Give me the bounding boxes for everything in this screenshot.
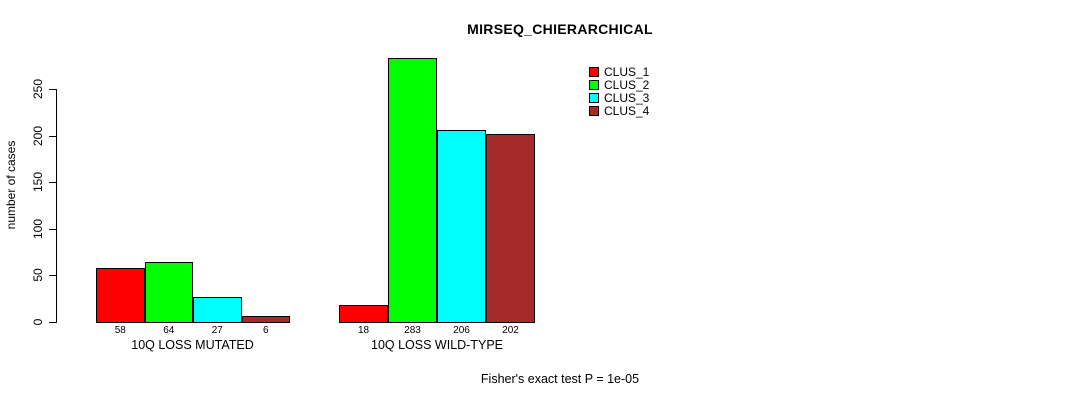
legend-item: CLUS_1 bbox=[589, 64, 650, 79]
y-tick-mark bbox=[49, 229, 56, 230]
y-tick-label: 150 bbox=[31, 171, 45, 193]
y-axis-line bbox=[56, 89, 57, 323]
bar-value-label: 6 bbox=[262, 325, 269, 336]
bar-value-label: 18 bbox=[357, 325, 370, 336]
y-tick-label: 250 bbox=[31, 78, 45, 100]
bar-clus-1-group1 bbox=[96, 268, 145, 323]
bar-clus-4-group2 bbox=[486, 134, 535, 323]
y-tick-mark bbox=[49, 322, 56, 323]
y-axis-label: number of cases bbox=[4, 140, 18, 230]
legend-item: CLUS_2 bbox=[589, 77, 650, 92]
bar-clus-2-group2 bbox=[388, 58, 437, 323]
bar-clus-3-group2 bbox=[437, 130, 486, 323]
y-tick-mark bbox=[49, 182, 56, 183]
annotation-text: Fisher's exact test P = 1e-05 bbox=[480, 372, 640, 386]
y-tick-label: 200 bbox=[31, 125, 45, 147]
group-label: 10Q LOSS WILD-TYPE bbox=[371, 338, 503, 352]
bar-value-label: 27 bbox=[211, 325, 223, 336]
legend-swatch bbox=[589, 79, 599, 90]
legend-label: CLUS_1 bbox=[604, 64, 650, 79]
bar-value-label: 206 bbox=[453, 325, 470, 336]
bar-value-label: 64 bbox=[163, 325, 175, 336]
bar-value-label: 283 bbox=[404, 325, 421, 336]
legend-label: CLUS_4 bbox=[604, 103, 650, 118]
legend-label: CLUS_2 bbox=[604, 77, 650, 92]
y-tick-mark bbox=[49, 275, 56, 276]
bar-clus-1-group2 bbox=[339, 305, 388, 323]
bar-value-label: 58 bbox=[114, 325, 126, 336]
bar-clus-2-group1 bbox=[144, 262, 193, 323]
bar-value-label: 202 bbox=[502, 325, 519, 336]
legend-swatch bbox=[589, 92, 599, 103]
y-tick-label: 0 bbox=[31, 318, 45, 326]
bar-clus-3-group1 bbox=[193, 297, 242, 323]
y-tick-label: 50 bbox=[31, 268, 45, 282]
legend-item: CLUS_4 bbox=[589, 103, 650, 118]
legend-item: CLUS_3 bbox=[589, 90, 650, 105]
legend-label: CLUS_3 bbox=[604, 90, 650, 105]
y-tick-mark bbox=[49, 136, 56, 137]
group-label: 10Q LOSS MUTATED bbox=[131, 338, 254, 352]
y-tick-label: 100 bbox=[31, 218, 45, 240]
legend: CLUS_1 CLUS_2 CLUS_3 CLUS_4 bbox=[589, 64, 650, 118]
legend-swatch bbox=[589, 105, 599, 116]
bar-clus-4-group1 bbox=[241, 316, 290, 323]
chart-title: MIRSEQ_CHIERARCHICAL bbox=[467, 21, 653, 37]
y-tick-mark bbox=[49, 89, 56, 90]
legend-swatch bbox=[589, 66, 599, 77]
